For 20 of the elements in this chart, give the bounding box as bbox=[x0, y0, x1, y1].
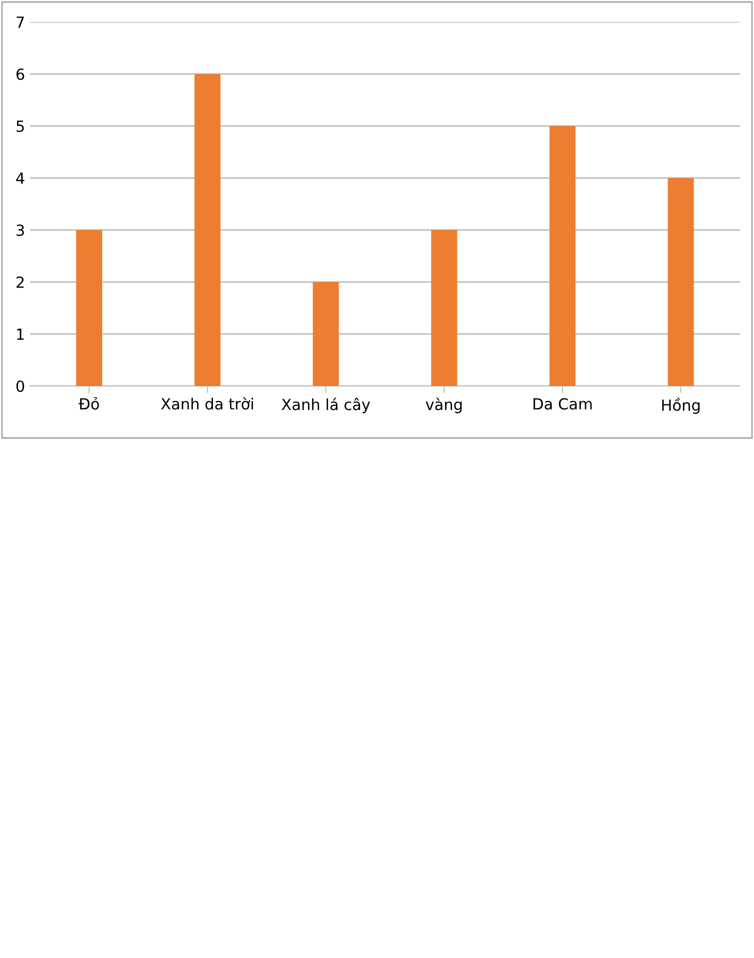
x-tick-label: vàng bbox=[426, 398, 462, 414]
y-tick-label: 4 bbox=[16, 172, 24, 184]
bar bbox=[194, 74, 221, 386]
x-tick-label: Xanh lá cây bbox=[282, 398, 370, 414]
bar bbox=[549, 126, 576, 386]
y-tick-label: 6 bbox=[16, 68, 24, 80]
bar bbox=[431, 230, 458, 386]
y-tick-label: 0 bbox=[16, 380, 24, 392]
x-tick-label: Hồng bbox=[662, 398, 700, 414]
y-tick-label: 2 bbox=[16, 276, 24, 288]
x-tick-label: Xanh da trời bbox=[161, 397, 253, 410]
x-tick-label: Đỏ bbox=[78, 397, 99, 410]
x-tick-label: Da Cam bbox=[534, 398, 592, 410]
bar bbox=[312, 282, 339, 386]
y-tick-label: 1 bbox=[17, 328, 24, 340]
bar bbox=[668, 178, 694, 386]
y-tick-label: 7 bbox=[16, 16, 24, 28]
y-tick-label: 3 bbox=[16, 224, 24, 236]
y-tick-label: 5 bbox=[16, 120, 24, 132]
bar bbox=[76, 230, 102, 386]
